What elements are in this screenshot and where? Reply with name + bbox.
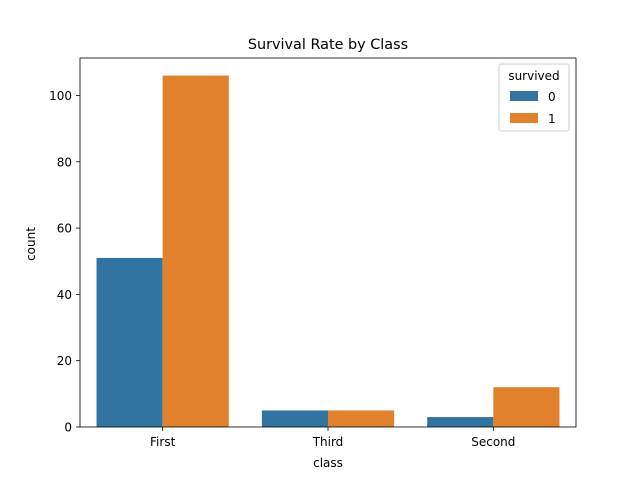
bar-third-survived-0 bbox=[261, 410, 328, 427]
bar-first-survived-1 bbox=[162, 75, 229, 428]
chart-title: Survival Rate by Class bbox=[248, 37, 408, 53]
y-axis-label: count bbox=[24, 227, 38, 261]
legend-label-1: 1 bbox=[548, 112, 556, 126]
legend-label-0: 0 bbox=[548, 90, 556, 104]
legend-swatch-1 bbox=[510, 113, 538, 123]
bar-second-survived-0 bbox=[427, 417, 494, 427]
y-tick-label: 20 bbox=[57, 354, 72, 368]
bar-third-survived-1 bbox=[328, 410, 395, 427]
x-tick-label: First bbox=[150, 435, 176, 449]
plot-frame bbox=[79, 57, 577, 428]
y-tick-label: 60 bbox=[57, 222, 72, 236]
y-tick-label: 80 bbox=[57, 155, 72, 169]
bars-layer bbox=[96, 75, 560, 428]
x-tick-label: Second bbox=[471, 435, 515, 449]
y-tick-label: 40 bbox=[57, 288, 72, 302]
x-axis-label: class bbox=[313, 456, 343, 470]
y-tick-label: 100 bbox=[49, 89, 72, 103]
bar-first-survived-0 bbox=[96, 257, 163, 427]
x-tick-label: Third bbox=[312, 435, 344, 449]
legend: survived 0 1 bbox=[498, 63, 570, 132]
y-tick-label: 0 bbox=[64, 421, 72, 435]
legend-title: survived bbox=[508, 69, 559, 83]
bar-second-survived-1 bbox=[493, 387, 560, 427]
legend-swatch-0 bbox=[510, 91, 538, 101]
axes-layer: First Third Second 0 20 40 60 80 100 bbox=[49, 57, 577, 449]
